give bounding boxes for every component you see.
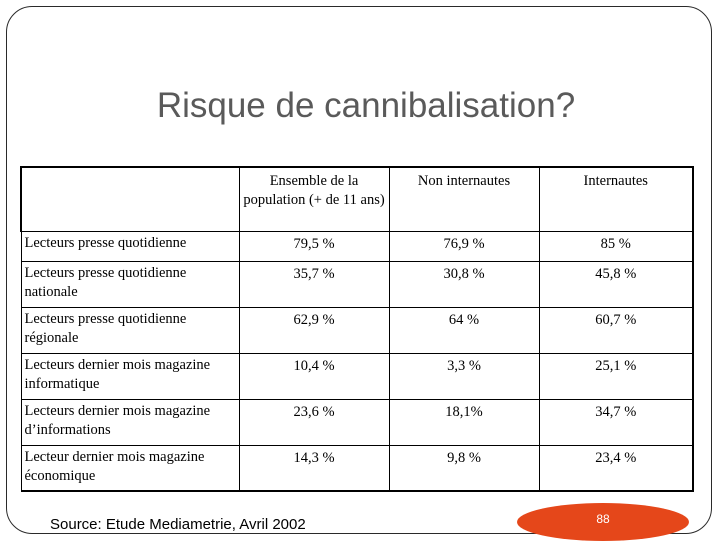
table-row: Lecteurs presse quotidienne nationale 35… — [20, 260, 694, 308]
cell-value: 18,1% — [388, 398, 540, 446]
cell-value: 23,4 % — [538, 444, 694, 492]
page-number: 88 — [596, 512, 610, 526]
cell-value: 60,7 % — [538, 306, 694, 354]
table-row: Lecteurs dernier mois magazine informati… — [20, 352, 694, 400]
row-label: Lecteurs presse quotidienne nationale — [20, 260, 240, 308]
cell-value: 64 % — [388, 306, 540, 354]
slide-title: Risque de cannibalisation? — [156, 86, 576, 125]
table-row: Lecteurs presse quotidienne 79,5 % 76,9 … — [20, 230, 694, 262]
page-number-badge: 88 — [517, 503, 689, 541]
cell-value: 85 % — [538, 230, 694, 262]
row-label: Lecteurs presse quotidienne — [20, 230, 240, 262]
cell-value: 14,3 % — [238, 444, 390, 492]
cell-value: 62,9 % — [238, 306, 390, 354]
row-label: Lecteurs dernier mois magazine informati… — [20, 352, 240, 400]
header-cell-population: Ensemble de la population (+ de 11 ans) — [238, 166, 390, 232]
table-row: Lecteurs presse quotidienne régionale 62… — [20, 306, 694, 354]
cell-value: 35,7 % — [238, 260, 390, 308]
cell-value: 10,4 % — [238, 352, 390, 400]
table-header-row: Ensemble de la population (+ de 11 ans) … — [20, 166, 694, 232]
cell-value: 23,6 % — [238, 398, 390, 446]
source-note: Source: Etude Mediametrie, Avril 2002 — [50, 516, 306, 533]
header-cell-non-internautes: Non internautes — [388, 166, 540, 232]
audience-table: Ensemble de la population (+ de 11 ans) … — [20, 166, 694, 492]
slide-frame — [6, 6, 712, 534]
table-row: Lecteur dernier mois magazine économique… — [20, 444, 694, 492]
cell-value: 34,7 % — [538, 398, 694, 446]
row-label: Lecteurs presse quotidienne régionale — [20, 306, 240, 354]
cell-value: 25,1 % — [538, 352, 694, 400]
header-cell-internautes: Internautes — [538, 166, 694, 232]
table-row: Lecteurs dernier mois magazine d’informa… — [20, 398, 694, 446]
cell-value: 30,8 % — [388, 260, 540, 308]
cell-value: 79,5 % — [238, 230, 390, 262]
row-label: Lecteur dernier mois magazine économique — [20, 444, 240, 492]
row-label: Lecteurs dernier mois magazine d’informa… — [20, 398, 240, 446]
cell-value: 9,8 % — [388, 444, 540, 492]
cell-value: 3,3 % — [388, 352, 540, 400]
header-cell-empty — [20, 166, 240, 232]
cell-value: 76,9 % — [388, 230, 540, 262]
cell-value: 45,8 % — [538, 260, 694, 308]
